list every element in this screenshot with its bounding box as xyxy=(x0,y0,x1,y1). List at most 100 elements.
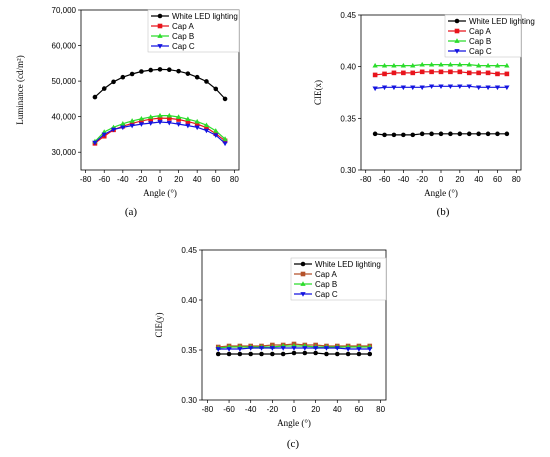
data-point xyxy=(391,85,397,91)
data-point xyxy=(280,351,286,357)
data-point xyxy=(120,74,126,80)
legend-marker xyxy=(454,28,460,34)
x-tick-label: -60 xyxy=(98,175,110,184)
data-point xyxy=(476,62,482,68)
x-tick-label: 60 xyxy=(211,175,220,184)
data-point xyxy=(92,94,98,100)
legend-marker xyxy=(157,23,163,29)
data-point xyxy=(291,346,297,351)
data-point xyxy=(138,122,145,127)
series-cap-b xyxy=(372,61,510,68)
data-point xyxy=(129,71,135,77)
series-cap-a xyxy=(372,69,510,78)
data-point xyxy=(203,128,210,134)
data-point xyxy=(334,346,340,351)
data-point xyxy=(166,112,172,118)
legend-label: White LED lighting xyxy=(315,260,381,269)
y-tick-label: 0.30 xyxy=(181,396,197,405)
data-point xyxy=(334,351,340,357)
data-point xyxy=(129,123,135,129)
data-point xyxy=(215,347,221,352)
data-point xyxy=(324,351,329,357)
x-tick-label: -80 xyxy=(80,175,92,184)
y-axis-label: CIE(y) xyxy=(154,313,164,338)
data-point xyxy=(485,62,491,68)
x-tick-label: -20 xyxy=(416,175,428,184)
y-axis-label: Luminance (cd/m²) xyxy=(15,55,25,124)
x-tick-label: 60 xyxy=(493,175,502,184)
legend-marker xyxy=(454,38,460,43)
legend-label: White LED lighting xyxy=(469,17,535,26)
y-tick-label: 0.40 xyxy=(340,63,356,72)
series-line xyxy=(94,68,226,100)
data-point xyxy=(194,74,200,80)
data-point xyxy=(204,79,209,84)
data-point xyxy=(419,85,425,91)
data-point xyxy=(457,131,463,137)
x-tick-label: -80 xyxy=(360,175,372,184)
data-point xyxy=(237,347,243,352)
data-point xyxy=(381,62,388,68)
data-point xyxy=(372,86,378,92)
data-point xyxy=(157,120,163,125)
y-tick-label: 0.35 xyxy=(340,114,356,123)
data-point xyxy=(157,67,163,72)
panel-caption: (c) xyxy=(287,438,300,450)
data-point xyxy=(428,84,435,90)
data-point xyxy=(280,346,286,351)
series-cap-c xyxy=(215,346,373,352)
x-tick-label: 80 xyxy=(512,175,521,184)
data-point xyxy=(466,61,472,67)
data-point xyxy=(356,347,362,352)
x-tick-label: -40 xyxy=(117,175,129,184)
data-point xyxy=(323,346,330,351)
data-point xyxy=(504,62,510,68)
data-point xyxy=(176,117,181,122)
x-tick-label: 0 xyxy=(439,175,444,184)
legend-label: Cap B xyxy=(469,37,491,46)
x-tick-label: -60 xyxy=(379,175,391,184)
data-point xyxy=(237,351,243,357)
legend-marker xyxy=(454,49,460,54)
data-point xyxy=(258,346,265,351)
data-point xyxy=(428,61,435,67)
data-point xyxy=(391,70,397,76)
data-point xyxy=(485,131,491,137)
data-point xyxy=(110,127,117,133)
panel-caption: (a) xyxy=(125,206,138,218)
legend-marker xyxy=(157,44,163,49)
data-point xyxy=(504,131,510,137)
data-point xyxy=(495,131,500,137)
x-tick-label: -60 xyxy=(223,405,235,414)
legend-label: Cap A xyxy=(172,22,194,31)
data-point xyxy=(485,85,491,91)
legend-label: Cap A xyxy=(469,27,491,36)
y-tick-label: 0.30 xyxy=(340,166,356,175)
data-point xyxy=(447,84,454,90)
data-point xyxy=(302,350,308,356)
data-point xyxy=(410,85,416,91)
data-point xyxy=(270,351,275,357)
legend-label: Cap A xyxy=(315,270,337,279)
data-point xyxy=(203,122,210,128)
data-point xyxy=(345,351,351,357)
data-point xyxy=(372,62,378,68)
x-tick-label: -40 xyxy=(398,175,410,184)
data-point xyxy=(138,116,145,121)
panel-caption: (b) xyxy=(437,206,450,218)
data-point xyxy=(367,347,373,352)
data-point xyxy=(447,61,454,67)
data-point xyxy=(213,86,219,92)
data-point xyxy=(504,85,510,91)
data-point xyxy=(381,85,388,91)
legend-marker xyxy=(300,271,306,277)
x-tick-label: 60 xyxy=(354,405,363,414)
data-point xyxy=(176,68,181,74)
legend-label: Cap C xyxy=(172,42,195,51)
chart-panel-2: -80 -60 -40 -20 0 20 40 60 80 0.30 0.35 0.40 0.45 Ang… xyxy=(313,11,535,218)
legend-box xyxy=(147,9,240,53)
data-point xyxy=(429,69,434,75)
data-point xyxy=(215,351,221,357)
